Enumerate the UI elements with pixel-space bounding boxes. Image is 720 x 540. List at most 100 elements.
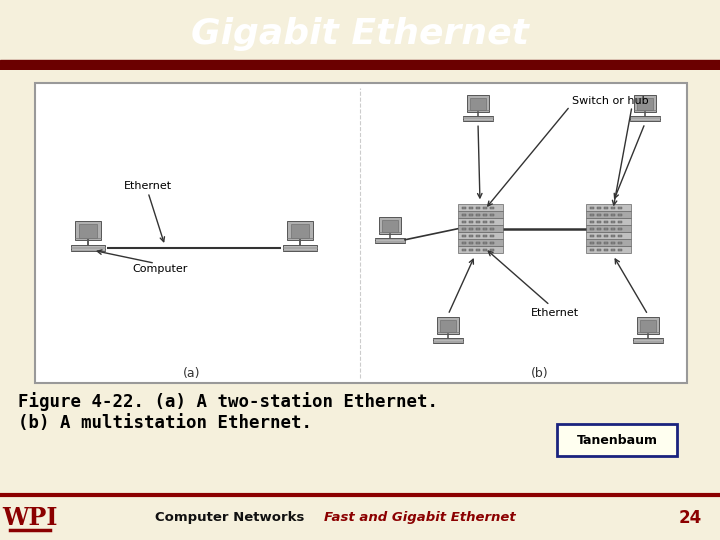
Bar [457, 218, 503, 225]
Bar [611, 249, 614, 251]
Bar [482, 228, 487, 230]
Bar [469, 249, 472, 251]
Bar [287, 221, 312, 240]
Text: Gigabit Ethernet: Gigabit Ethernet [191, 17, 529, 51]
Bar [633, 338, 663, 343]
Bar [596, 249, 600, 251]
Bar [469, 235, 472, 237]
Bar [596, 235, 600, 237]
Bar [585, 211, 631, 218]
Bar [611, 221, 614, 223]
Text: Switch or hub: Switch or hub [572, 96, 649, 106]
Bar [457, 225, 503, 232]
Bar [457, 232, 503, 239]
Bar [482, 242, 487, 244]
Bar [467, 94, 489, 112]
Bar [469, 242, 472, 244]
Bar [603, 228, 608, 230]
Text: (b) A multistation Ethernet.: (b) A multistation Ethernet. [18, 414, 312, 433]
Bar [590, 242, 593, 244]
Text: Ethernet: Ethernet [531, 308, 579, 318]
Bar [462, 228, 466, 230]
Bar [475, 249, 480, 251]
Bar [611, 214, 614, 216]
Bar [590, 207, 593, 209]
Bar [618, 214, 621, 216]
Bar [596, 242, 600, 244]
Bar [457, 204, 503, 211]
Bar [585, 218, 631, 225]
Bar [482, 235, 487, 237]
Bar [482, 214, 487, 216]
Bar [482, 249, 487, 251]
Bar [618, 221, 621, 223]
Bar [596, 207, 600, 209]
Bar [603, 235, 608, 237]
Bar [291, 224, 309, 238]
Bar [475, 207, 480, 209]
Bar [379, 217, 401, 234]
Bar [463, 116, 492, 121]
Bar [382, 220, 397, 232]
Text: Figure 4-22. (a) A two-station Ethernet.: Figure 4-22. (a) A two-station Ethernet. [18, 392, 438, 411]
Bar [637, 317, 659, 334]
Text: Computer: Computer [132, 264, 188, 274]
Bar [375, 238, 405, 244]
Bar [490, 242, 493, 244]
Bar [585, 232, 631, 239]
Bar [603, 207, 608, 209]
Bar [437, 317, 459, 334]
Bar [457, 246, 503, 253]
Text: Ethernet: Ethernet [124, 181, 172, 191]
Bar [585, 239, 631, 246]
Bar [440, 320, 456, 332]
Bar [433, 338, 463, 343]
Bar [490, 221, 493, 223]
Bar [457, 239, 503, 246]
Bar [630, 116, 660, 121]
Bar [611, 235, 614, 237]
Bar [469, 228, 472, 230]
Bar [618, 242, 621, 244]
Bar [590, 214, 593, 216]
Bar [611, 207, 614, 209]
Bar [462, 235, 466, 237]
Bar [634, 94, 656, 112]
Bar [585, 204, 631, 211]
Text: Fast and Gigabit Ethernet: Fast and Gigabit Ethernet [324, 511, 516, 524]
Bar [618, 228, 621, 230]
Bar [475, 242, 480, 244]
Bar [590, 235, 593, 237]
Bar [462, 242, 466, 244]
Text: 24: 24 [678, 509, 701, 526]
Bar [590, 228, 593, 230]
Bar [490, 214, 493, 216]
Text: Tanenbaum: Tanenbaum [577, 434, 657, 447]
Bar [603, 242, 608, 244]
Bar [469, 207, 472, 209]
Bar [490, 235, 493, 237]
Bar [79, 224, 97, 238]
Text: (b): (b) [531, 367, 549, 380]
Bar [637, 98, 653, 110]
Bar [35, 83, 687, 383]
Bar [596, 228, 600, 230]
Bar [462, 207, 466, 209]
Bar [618, 207, 621, 209]
Bar [475, 221, 480, 223]
Bar [475, 214, 480, 216]
Bar [618, 249, 621, 251]
Bar [490, 207, 493, 209]
Bar [482, 221, 487, 223]
Bar [596, 214, 600, 216]
Bar [462, 214, 466, 216]
Text: (a): (a) [184, 367, 201, 380]
Bar [603, 221, 608, 223]
Bar [590, 221, 593, 223]
Bar [596, 221, 600, 223]
Bar [603, 249, 608, 251]
Bar [618, 235, 621, 237]
Bar [462, 221, 466, 223]
Bar [482, 207, 487, 209]
Bar [469, 214, 472, 216]
